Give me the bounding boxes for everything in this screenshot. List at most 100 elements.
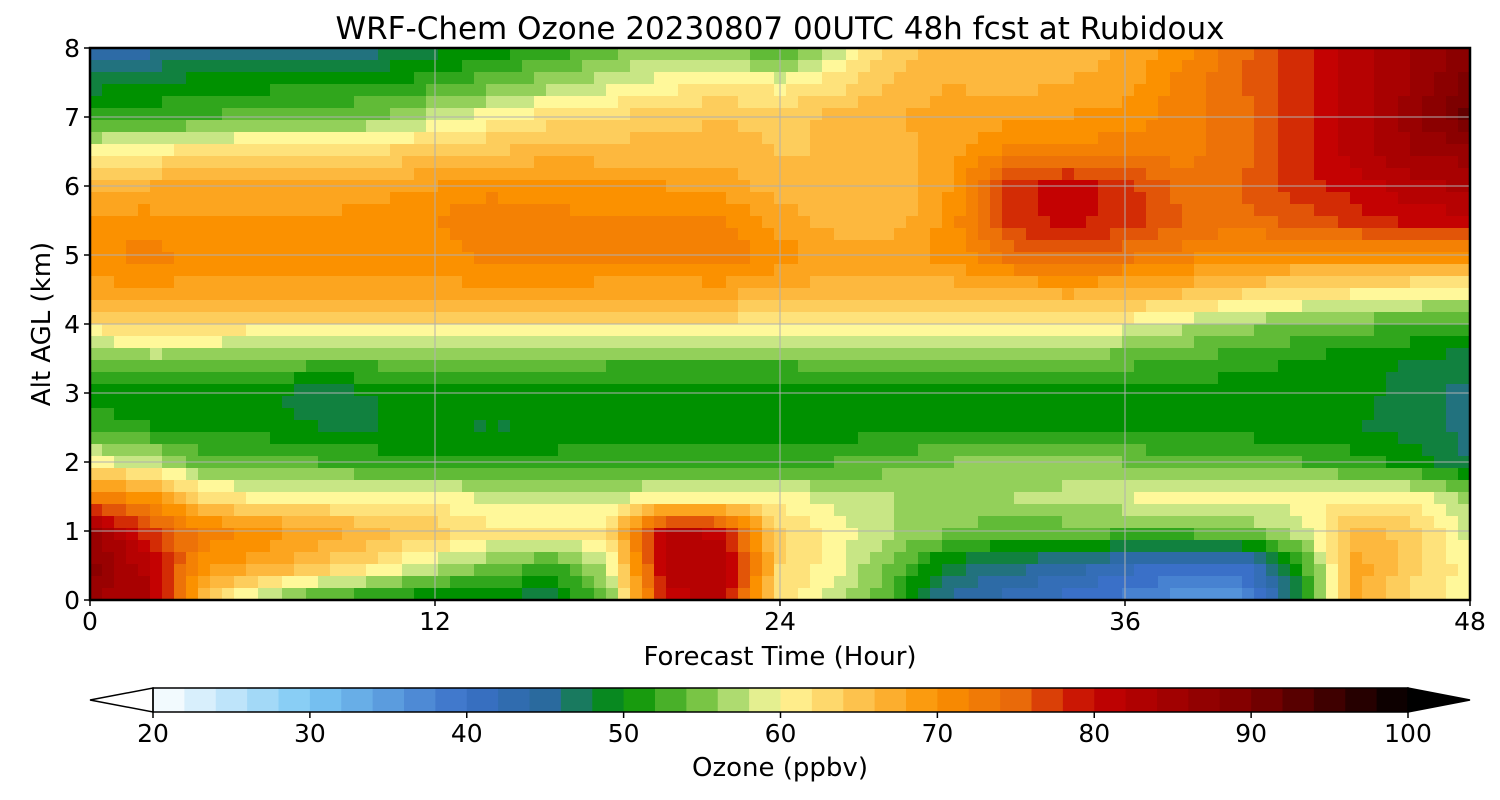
heatmap-cell [318,60,331,73]
heatmap-cell [678,216,691,229]
heatmap-cell [114,144,127,157]
heatmap-cell [510,204,523,217]
heatmap-cell [558,192,571,205]
heatmap-cell [246,420,259,433]
heatmap-cell [858,516,871,529]
heatmap-cell [726,108,739,121]
heatmap-cell [258,408,271,421]
heatmap-cell [1458,156,1470,169]
heatmap-cell [1242,324,1255,337]
heatmap-cell [1014,444,1027,457]
heatmap-cell [1218,528,1231,541]
heatmap-cell [618,216,631,229]
heatmap-cell [786,336,799,349]
heatmap-cell [462,288,475,301]
heatmap-cell [138,432,151,445]
heatmap-cell [546,432,559,445]
heatmap-cell [510,120,523,133]
heatmap-cell [714,420,727,433]
heatmap-cell [222,492,235,505]
heatmap-cell [1182,372,1195,385]
heatmap-cell [1146,108,1159,121]
heatmap-cell [582,252,595,265]
heatmap-cell [918,540,931,553]
heatmap-cell [690,336,703,349]
heatmap-cell [906,300,919,313]
heatmap-cell [798,372,811,385]
heatmap-cell [690,120,703,133]
heatmap-cell [762,228,775,241]
heatmap-cell [1122,504,1135,517]
heatmap-cell [1230,528,1243,541]
heatmap-cell [1350,360,1363,373]
heatmap-cell [834,504,847,517]
heatmap-cell [618,528,631,541]
heatmap-cell [906,216,919,229]
heatmap-cell [1122,396,1135,409]
heatmap-cell [690,60,703,73]
heatmap-cell [462,84,475,97]
heatmap-cell [294,120,307,133]
heatmap-cell [810,300,823,313]
heatmap-cell [858,420,871,433]
heatmap-cell [1386,276,1399,289]
heatmap-cell [882,228,895,241]
heatmap-cell [1458,432,1470,445]
heatmap-cell [90,432,103,445]
heatmap-cell [318,228,331,241]
heatmap-cell [606,264,619,277]
heatmap-cell [1014,492,1027,505]
heatmap-cell [1398,276,1411,289]
heatmap-cell [582,192,595,205]
heatmap-cell [798,312,811,325]
heatmap-cell [690,252,703,265]
heatmap-cell [810,96,823,109]
heatmap-cell [282,348,295,361]
heatmap-cell [630,360,643,373]
heatmap-cell [666,408,679,421]
heatmap-cell [582,540,595,553]
heatmap-cell [630,48,643,61]
heatmap-cell [306,528,319,541]
heatmap-cell [690,384,703,397]
heatmap-cell [258,540,271,553]
heatmap-cell [1086,216,1099,229]
heatmap-cell [198,408,211,421]
heatmap-cell [1134,540,1147,553]
heatmap-cell [1230,360,1243,373]
heatmap-cell [498,204,511,217]
heatmap-cell [486,144,499,157]
heatmap-cell [1278,108,1291,121]
heatmap-cell [1230,432,1243,445]
heatmap-cell [678,132,691,145]
heatmap-cell [1278,420,1291,433]
heatmap-cell [1446,144,1459,157]
heatmap-cell [378,564,391,577]
heatmap-cell [1338,384,1351,397]
heatmap-cell [630,120,643,133]
heatmap-cell [1218,48,1231,61]
heatmap-cell [738,300,751,313]
heatmap-cell [486,132,499,145]
heatmap-cell [906,144,919,157]
heatmap-cell [486,564,499,577]
heatmap-cell [102,60,115,73]
heatmap-cell [834,204,847,217]
heatmap-cell [642,108,655,121]
heatmap-cell [630,168,643,181]
heatmap-cell [1086,132,1099,145]
heatmap-cell [282,312,295,325]
heatmap-cell [1302,396,1315,409]
heatmap-cell [402,228,415,241]
heatmap-cell [1038,516,1051,529]
heatmap-cell [1134,240,1147,253]
heatmap-cell [1326,156,1339,169]
heatmap-cell [234,300,247,313]
heatmap-cell [582,228,595,241]
heatmap-cell [822,360,835,373]
heatmap-cell [1314,72,1327,85]
heatmap-cell [126,132,139,145]
heatmap-cell [1338,228,1351,241]
heatmap-cell [210,504,223,517]
heatmap-cell [1290,420,1303,433]
